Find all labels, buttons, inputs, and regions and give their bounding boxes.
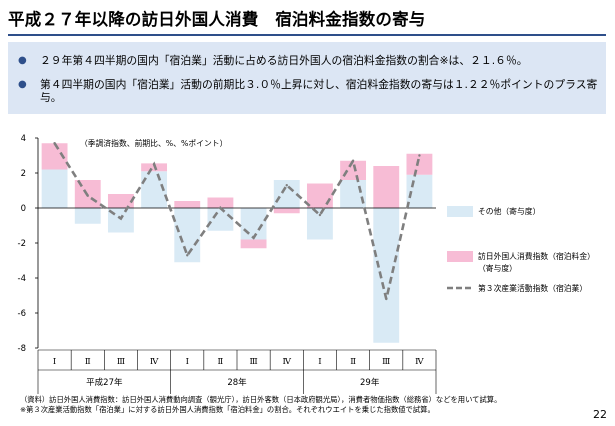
y-tick-label: 4 — [21, 134, 26, 144]
x-tick-label: Ⅱ — [85, 357, 91, 367]
index-point — [53, 142, 56, 145]
y-tick-label: 2 — [21, 169, 26, 179]
x-tick-label: Ⅰ — [318, 357, 321, 367]
x-tick-label: Ⅳ — [150, 357, 159, 367]
index-point — [186, 254, 189, 257]
bar — [174, 201, 201, 208]
bar — [306, 183, 333, 208]
bar — [207, 208, 234, 231]
x-tick-label: Ⅰ — [186, 357, 189, 367]
bar — [74, 208, 101, 224]
y-tick-label: -2 — [18, 239, 26, 249]
source-note: （資料）訪日外国人消費指数：訪日外国人消費動向調査（観光庁），訪日外客数（日本政… — [20, 395, 502, 404]
year-label: 28年 — [227, 377, 247, 388]
bar — [207, 197, 234, 208]
summary-text: 第４四半期の国内「宿泊業」活動の前期比３.０％上昇に対し、宿泊料金指数の寄与は１… — [40, 78, 598, 104]
unit-note: （季調済指数、前期比、%、%ポイント） — [80, 138, 227, 148]
bar — [373, 166, 400, 208]
y-tick-label: -4 — [18, 274, 26, 284]
x-tick-label: Ⅳ — [283, 357, 292, 367]
index-point — [385, 297, 388, 301]
bar — [340, 180, 367, 208]
footnote: ※第３次産業活動指数「宿泊業」に対する訪日外国人消費指数「宿泊料金」の割合。それ… — [20, 405, 435, 414]
index-point — [418, 154, 421, 157]
bar — [240, 208, 267, 240]
y-tick-label: -6 — [18, 309, 26, 319]
source-notes: （資料）訪日外国人消費指数：訪日外国人消費動向調査（観光庁），訪日外客数（日本政… — [20, 395, 501, 415]
legend-label: その他（寄与度） — [478, 206, 540, 216]
index-point — [219, 206, 222, 210]
legend-label: 第３次産業活動指数（宿泊業） — [478, 283, 587, 293]
page-title: 平成２７年以降の訪日外国人消費 宿泊料金指数の寄与 — [8, 10, 426, 29]
summary-text: ２９年第４四半期の国内「宿泊業」活動に占める訪日外国人の宿泊料金指数の割合※は、… — [40, 54, 528, 67]
x-tick-label: Ⅱ — [350, 357, 356, 367]
x-tick-label: Ⅰ — [53, 357, 56, 367]
index-point — [152, 163, 156, 166]
bar — [240, 239, 267, 249]
x-tick-label: Ⅳ — [415, 357, 424, 367]
index-point — [86, 194, 89, 197]
bar — [41, 169, 68, 208]
index-point — [119, 217, 123, 220]
legend-swatch — [447, 251, 473, 262]
index-line — [53, 142, 421, 300]
legend-label: 訪日外国人消費指数（宿泊料金）（寄与度） — [478, 251, 595, 273]
summary-box: ● ２９年第４四半期の国内「宿泊業」活動に占める訪日外国人の宿泊料金指数の割合※… — [8, 42, 606, 114]
y-tick-label: -8 — [18, 344, 26, 354]
year-label: 29年 — [360, 377, 380, 388]
bar — [107, 194, 134, 208]
legend-swatch — [447, 206, 473, 217]
index-point — [351, 159, 355, 162]
page-number: 22 — [593, 408, 607, 421]
x-tick-label: Ⅱ — [218, 357, 224, 367]
title-underline — [8, 34, 606, 36]
bar — [406, 153, 433, 175]
index-point — [318, 213, 322, 217]
index-point — [252, 236, 255, 239]
bar — [340, 160, 367, 180]
bar — [373, 208, 400, 343]
x-tick-label: Ⅲ — [249, 357, 257, 367]
x-tick-label: Ⅲ — [117, 357, 125, 367]
x-tick-label: Ⅲ — [382, 357, 390, 367]
year-label: 平成27年 — [86, 377, 123, 388]
bar — [273, 208, 300, 214]
bullet-icon: ● — [18, 55, 27, 66]
bullet-icon: ● — [18, 79, 27, 90]
index-point — [285, 184, 288, 187]
y-tick-label: 0 — [21, 204, 26, 214]
